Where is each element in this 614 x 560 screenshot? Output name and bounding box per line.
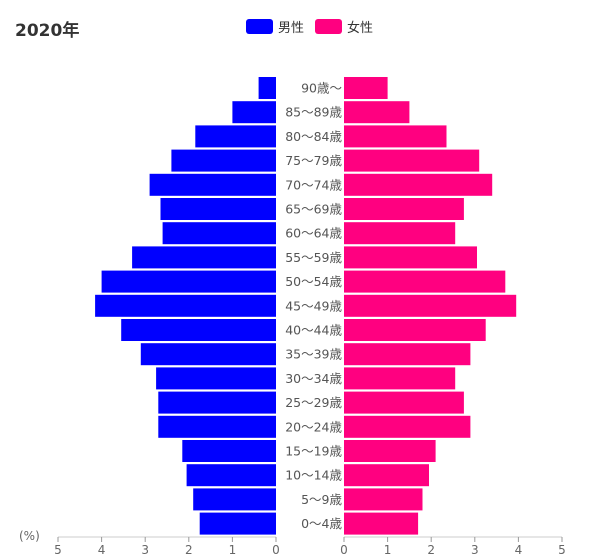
female-bar <box>344 294 517 317</box>
female-bar <box>344 440 436 462</box>
male-bar <box>193 488 276 511</box>
age-group-label: 70〜74歳 <box>285 177 342 192</box>
female-bar <box>344 343 471 366</box>
x-tick-label: 5 <box>558 543 566 557</box>
age-group-label: 80〜84歳 <box>285 129 342 144</box>
x-tick-label: 4 <box>515 543 523 557</box>
legend-swatch-female <box>315 19 342 34</box>
male-bar <box>158 415 276 438</box>
female-bar <box>344 246 477 269</box>
female-bar <box>344 391 464 414</box>
age-group-label: 15〜19歳 <box>285 444 342 459</box>
female-bar <box>344 173 493 196</box>
x-tick-label: 1 <box>384 543 392 557</box>
male-bar <box>258 77 276 99</box>
age-group-label: 50〜54歳 <box>285 274 342 289</box>
female-bar <box>344 488 423 511</box>
x-tick-label: 3 <box>141 543 149 557</box>
male-bar <box>132 246 276 269</box>
x-tick-label: 2 <box>427 543 435 557</box>
female-bar <box>344 101 410 124</box>
male-bar <box>171 149 276 172</box>
male-bar <box>232 101 276 124</box>
female-bar <box>344 149 480 172</box>
male-bar <box>162 222 276 245</box>
x-tick-label: 1 <box>229 543 237 557</box>
chart-title: 2020年 <box>15 20 79 41</box>
age-group-label: 25〜29歳 <box>285 395 342 410</box>
x-tick-label: 2 <box>185 543 193 557</box>
legend-label-female: 女性 <box>347 20 373 36</box>
male-bar <box>121 319 276 341</box>
male-bar <box>158 391 276 414</box>
male-bar <box>156 367 276 390</box>
x-tick-label: 5 <box>54 543 62 557</box>
age-group-label: 20〜24歳 <box>285 419 342 434</box>
legend: 男性 女性 <box>246 19 373 36</box>
male-bars <box>95 77 276 535</box>
age-group-label: 5〜9歳 <box>301 492 342 507</box>
age-group-label: 85〜89歳 <box>285 105 342 120</box>
age-group-label: 0〜4歳 <box>301 516 342 531</box>
male-bar <box>199 512 276 535</box>
x-tick-label: 0 <box>340 543 348 557</box>
female-bar <box>344 198 464 220</box>
age-group-label: 75〜79歳 <box>285 153 342 168</box>
female-bar <box>344 319 486 341</box>
female-bar <box>344 464 429 487</box>
male-bar <box>95 294 276 317</box>
female-bar <box>344 415 471 438</box>
age-group-label: 65〜69歳 <box>285 202 342 217</box>
x-tick-label: 3 <box>471 543 479 557</box>
legend-swatch-male <box>246 19 273 34</box>
male-bar <box>160 198 276 220</box>
axis-unit-label: (%) <box>19 529 40 543</box>
female-bar <box>344 222 456 245</box>
female-bars <box>344 77 517 535</box>
male-bar <box>195 125 276 148</box>
age-group-label: 40〜44歳 <box>285 323 342 338</box>
age-labels: 90歳〜 85〜89歳 80〜84歳 75〜79歳 70〜74歳 65〜69歳 60〜64歳… <box>285 81 342 532</box>
age-group-label: 35〜39歳 <box>285 347 342 362</box>
male-bar <box>149 173 276 196</box>
x-tick-label: 4 <box>98 543 106 557</box>
age-group-label: 45〜49歳 <box>285 298 342 313</box>
male-bar <box>101 270 276 293</box>
x-tick-label: 0 <box>272 543 280 557</box>
female-bar <box>344 367 456 390</box>
female-bar <box>344 512 419 535</box>
female-bar <box>344 125 447 148</box>
legend-label-male: 男性 <box>278 21 304 36</box>
age-group-label: 30〜34歳 <box>285 371 342 386</box>
female-bar <box>344 270 506 293</box>
age-group-label: 90歳〜 <box>301 81 342 96</box>
female-bar <box>344 77 388 99</box>
left-x-axis-ticks: 5 4 3 2 1 0 <box>54 537 280 557</box>
male-bar <box>140 343 276 366</box>
male-bar <box>182 440 276 462</box>
age-group-label: 55〜59歳 <box>285 250 342 265</box>
age-group-label: 10〜14歳 <box>285 468 342 483</box>
age-group-label: 60〜64歳 <box>285 226 342 241</box>
male-bar <box>186 464 276 487</box>
right-x-axis-ticks: 0 1 2 3 4 5 <box>340 537 566 557</box>
